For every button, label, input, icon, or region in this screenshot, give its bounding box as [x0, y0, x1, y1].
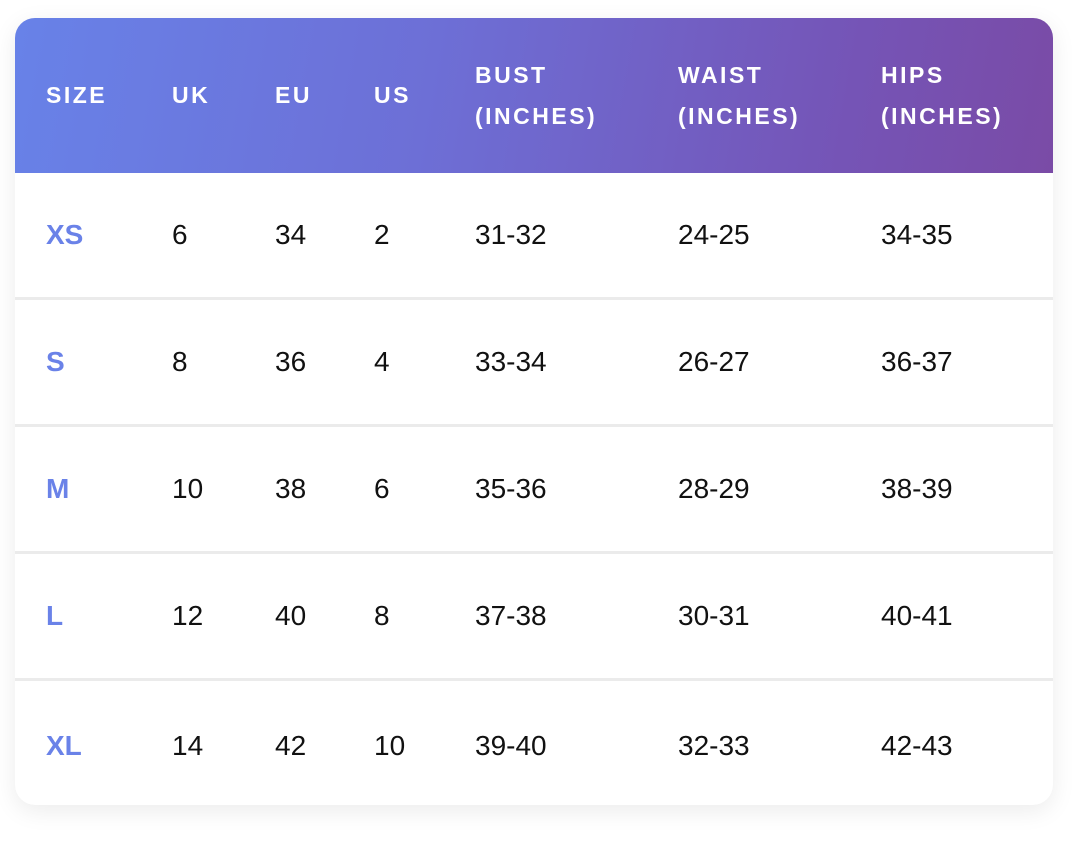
table-cell: 10 — [172, 473, 204, 504]
table-cell: 4 — [374, 346, 390, 377]
table-cell: 24-25 — [678, 219, 750, 250]
column-header: UK — [172, 82, 211, 108]
size-label: XS — [46, 219, 84, 250]
column-header: HIPS (INCHES) — [881, 61, 1004, 129]
table-row: S 8 36 4 33-34 26-27 36-37 — [15, 300, 1053, 424]
table-row: L 12 40 8 37-38 30-31 40-41 — [15, 554, 1053, 678]
table-row: M 10 38 6 35-36 28-29 38-39 — [15, 427, 1053, 551]
table-cell: 42 — [275, 730, 307, 761]
table-row: XS 6 34 2 31-32 24-25 34-35 — [15, 173, 1053, 297]
column-header: WAIST (INCHES) — [678, 61, 801, 129]
table-cell: 8 — [172, 346, 188, 377]
column-header: BUST (INCHES) — [475, 61, 598, 129]
column-header: US — [374, 82, 411, 108]
size-label: XL — [46, 730, 82, 761]
table-cell: 30-31 — [678, 600, 750, 631]
table-cell: 33-34 — [475, 346, 547, 377]
table-cell: 28-29 — [678, 473, 750, 504]
size-label: S — [46, 346, 65, 377]
table-cell: 26-27 — [678, 346, 750, 377]
table-cell: 37-38 — [475, 600, 547, 631]
table-cell: 31-32 — [475, 219, 547, 250]
table-cell: 10 — [374, 730, 406, 761]
table-cell: 2 — [374, 219, 390, 250]
table-cell: 34 — [275, 219, 307, 250]
header-row: SIZE UK EU US BUST (INCHES) WAIST (INCHES) HIP… — [15, 18, 1053, 173]
table-cell: 38 — [275, 473, 307, 504]
size-label: L — [46, 600, 64, 631]
table-cell: 14 — [172, 730, 204, 761]
table-cell: 36-37 — [881, 346, 953, 377]
table-cell: 6 — [374, 473, 390, 504]
column-header: SIZE — [46, 82, 108, 108]
table-cell: 35-36 — [475, 473, 547, 504]
column-header: EU — [275, 82, 312, 108]
table-cell: 39-40 — [475, 730, 547, 761]
size-chart-table: SIZE UK EU US BUST (INCHES) WAIST (INCHES) HIP… — [15, 18, 1053, 805]
table-cell: 40 — [275, 600, 307, 631]
table-cell: 40-41 — [881, 600, 953, 631]
table-row: XL 14 42 10 39-40 32-33 42-43 — [15, 681, 1053, 805]
size-label: M — [46, 473, 70, 504]
table-cell: 34-35 — [881, 219, 953, 250]
table-cell: 32-33 — [678, 730, 750, 761]
table-cell: 12 — [172, 600, 204, 631]
table-cell: 36 — [275, 346, 307, 377]
table-cell: 38-39 — [881, 473, 953, 504]
table-cell: 6 — [172, 219, 188, 250]
table-cell: 8 — [374, 600, 390, 631]
table-cell: 42-43 — [881, 730, 953, 761]
